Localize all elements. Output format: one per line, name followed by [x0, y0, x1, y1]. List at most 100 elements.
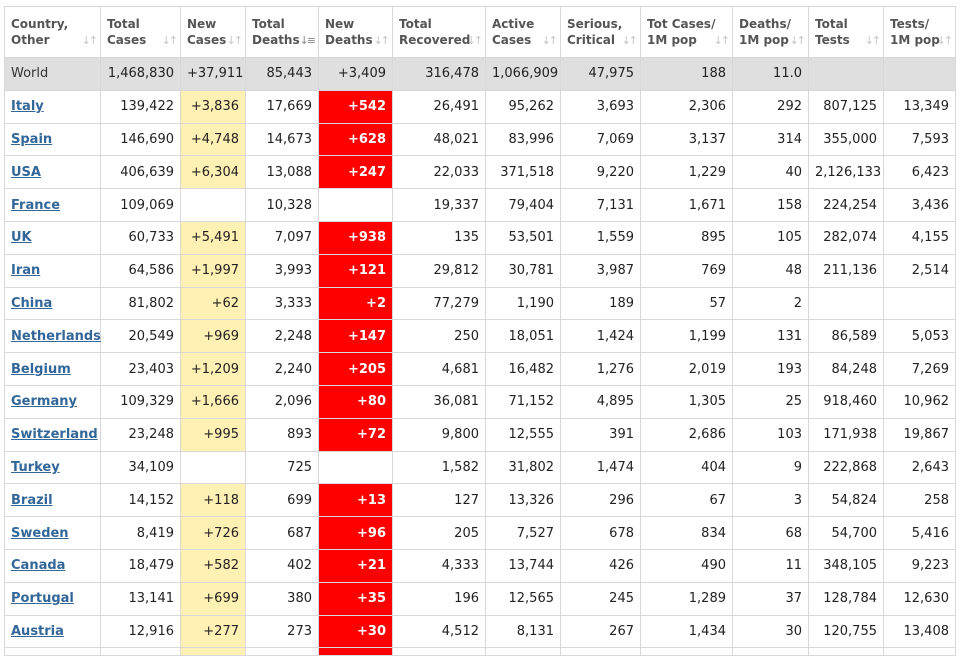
cell-serious-critical: 1,424 — [560, 319, 641, 354]
cell-active-cases: 13,326 — [485, 483, 561, 518]
header-country[interactable]: Country, Other ↓↑ — [4, 6, 101, 58]
cell-total-deaths: 725 — [245, 450, 319, 485]
sort-icon[interactable]: ↓↑ — [789, 34, 807, 47]
country-link[interactable]: Brazil — [11, 492, 53, 508]
header-tests-per-1m[interactable]: Tests/1M pop ↓↑ — [883, 6, 956, 58]
cell-total-cases: 18,479 — [100, 548, 181, 583]
country-link[interactable]: Germany — [11, 394, 77, 410]
country-link[interactable]: France — [11, 197, 61, 213]
cell-tot-cases-per-1m: 834 — [640, 516, 733, 550]
cell-new-cases: +1,666 — [180, 384, 246, 419]
country-link[interactable]: UK — [11, 230, 32, 246]
cell-total-recovered: 48,021 — [392, 122, 486, 157]
cell-new-deaths: +21 — [318, 548, 393, 583]
country-link[interactable]: Turkey — [11, 459, 60, 475]
sort-icon[interactable]: ↓↑ — [161, 34, 179, 47]
header-label-line1: Serious, — [567, 17, 623, 31]
country-link[interactable]: Italy — [11, 99, 44, 115]
header-total-deaths[interactable]: Total Deaths ↓≡ — [245, 6, 319, 58]
header-deaths-per-1m[interactable]: Deaths/1M pop ↓↑ — [732, 6, 809, 58]
header-total-recovered[interactable]: Total Recovered ↓↑ — [392, 6, 486, 58]
sort-icon[interactable]: ↓↑ — [621, 34, 639, 47]
header-new-deaths[interactable]: New Deaths ↓↑ — [318, 6, 393, 58]
country-link[interactable]: Spain — [11, 131, 53, 147]
cell-new-deaths: +205 — [318, 352, 393, 386]
cell-tot-cases-per-1m: 3,137 — [640, 122, 733, 157]
cell-serious-critical: 4,895 — [560, 384, 641, 419]
cell-country: UK — [4, 220, 101, 255]
header-serious-critical[interactable]: Serious, Critical ↓↑ — [560, 6, 641, 58]
country-link[interactable]: Iran — [11, 263, 41, 279]
country-link[interactable]: Canada — [11, 558, 66, 574]
sort-icon[interactable]: ↓↑ — [226, 34, 244, 47]
cell-total-tests: 282,074 — [808, 220, 884, 255]
cell-total-recovered: 4,512 — [392, 614, 486, 649]
country-link[interactable]: China — [11, 295, 53, 311]
cell-serious-critical: 267 — [560, 614, 641, 649]
cell-serious-critical: 1,559 — [560, 220, 641, 255]
cell-country: Brazil — [4, 483, 101, 518]
cell-active-cases: 1,190 — [485, 286, 561, 321]
cell-tests-per-1m: 13,349 — [883, 89, 956, 124]
cell-tot-cases-per-1m: 1,671 — [640, 188, 733, 222]
cell-total-deaths: 893 — [245, 417, 319, 452]
sort-descending-icon[interactable]: ↓≡ — [299, 34, 317, 47]
cell-serious-critical: 7,131 — [560, 188, 641, 222]
country-link[interactable]: Netherlands — [11, 328, 101, 344]
cell-serious-critical: 678 — [560, 516, 641, 550]
cell-deaths-per-1m: 158 — [732, 188, 809, 222]
cell-total-recovered: 4,681 — [392, 352, 486, 386]
cell-total-deaths: 380 — [245, 581, 319, 616]
sort-icon[interactable]: ↓↑ — [373, 34, 391, 47]
country-link[interactable]: Austria — [11, 623, 64, 639]
table-row: USA 406,639 +6,304 13,088 +247 22,033 371,518 9… — [4, 155, 956, 190]
header-label-line2: Deaths — [252, 33, 300, 47]
cell-new-deaths: +938 — [318, 220, 393, 255]
cell-total-tests: 807,125 — [808, 89, 884, 124]
cell-serious-critical: 391 — [560, 417, 641, 452]
cell-new-deaths: +542 — [318, 89, 393, 124]
table-row: Spain 146,690 +4,748 14,673 +628 48,021 83,996… — [4, 122, 956, 157]
country-link[interactable]: Switzerland — [11, 427, 98, 443]
table-row: Sweden 8,419 +726 687 +96 205 7,527 678 834 68 54,… — [4, 516, 956, 550]
country-link[interactable]: USA — [11, 164, 41, 180]
cell-tot-cases-per-1m: 1,434 — [640, 614, 733, 649]
sort-icon[interactable]: ↓↑ — [936, 34, 954, 47]
cell-tests-per-1m: 4,155 — [883, 220, 956, 255]
header-label-line1: Total — [252, 17, 285, 31]
header-label-line1: Tot Cases/ — [647, 17, 716, 31]
cell-tests-per-1m: 2,514 — [883, 253, 956, 288]
country-link[interactable]: Portugal — [11, 591, 74, 607]
cell-new-deaths: +13 — [318, 483, 393, 518]
cell-active-cases: 79,404 — [485, 188, 561, 222]
header-active-cases[interactable]: Active Cases ↓↑ — [485, 6, 561, 58]
cell-total-cases: 23,403 — [100, 352, 181, 386]
cell-total-cases: 81,802 — [100, 286, 181, 321]
cell-active-cases: 95,262 — [485, 89, 561, 124]
cell-new-cases: +726 — [180, 516, 246, 550]
sort-icon[interactable]: ↓↑ — [541, 34, 559, 47]
sort-icon[interactable]: ↓↑ — [466, 34, 484, 47]
cell-new-deaths: +121 — [318, 253, 393, 288]
header-label-line2: Other — [11, 33, 50, 47]
cell-deaths-per-1m: 25 — [732, 384, 809, 419]
header-label-line2: Deaths — [325, 33, 373, 47]
cell-new-deaths: +30 — [318, 614, 393, 649]
sort-icon[interactable]: ↓↑ — [81, 34, 99, 47]
table-row: Austria 12,916 +277 273 +30 4,512 8,131 267 1,43… — [4, 614, 956, 649]
header-total-tests[interactable]: Total Tests ↓↑ — [808, 6, 884, 58]
table-row: Belgium 23,403 +1,209 2,240 +205 4,681 16,482 1… — [4, 352, 956, 386]
cell-total-cases: 14,152 — [100, 483, 181, 518]
cell-country: China — [4, 286, 101, 321]
country-link[interactable]: Sweden — [11, 525, 69, 541]
header-total-cases[interactable]: Total Cases ↓↑ — [100, 6, 181, 58]
header-label-line2: Cases — [107, 33, 147, 47]
header-tot-cases-per-1m[interactable]: Tot Cases/1M pop ↓↑ — [640, 6, 733, 58]
cell-total-recovered: 77,279 — [392, 286, 486, 321]
header-new-cases[interactable]: New Cases ↓↑ — [180, 6, 246, 58]
sort-icon[interactable]: ↓↑ — [864, 34, 882, 47]
cell-total-deaths: 3,993 — [245, 253, 319, 288]
sort-icon[interactable]: ↓↑ — [713, 34, 731, 47]
cell-total-cases: 13,141 — [100, 581, 181, 616]
country-link[interactable]: Belgium — [11, 361, 71, 377]
